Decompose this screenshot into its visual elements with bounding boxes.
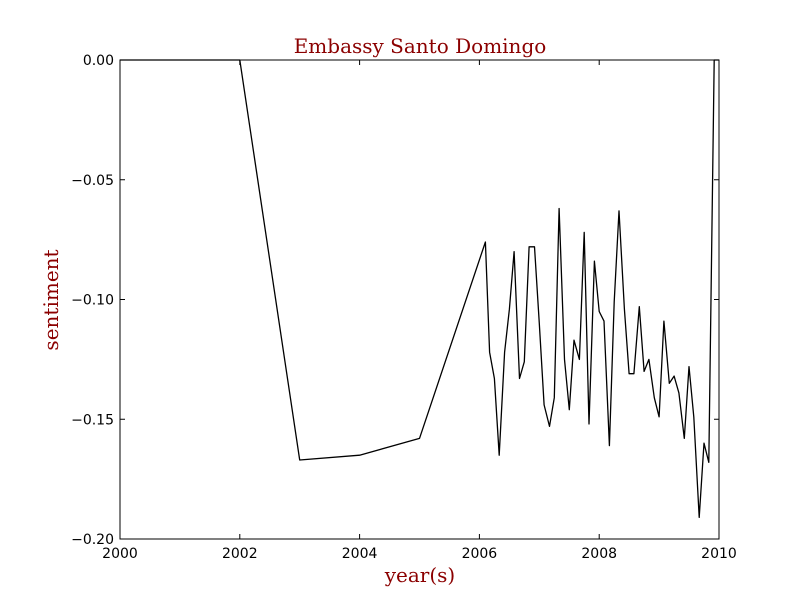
y-tick-label: −0.05 [71, 173, 114, 189]
series-layer [120, 59, 719, 519]
y-tick-label: 0.00 [83, 53, 114, 69]
x-tick-label: 2002 [222, 546, 258, 562]
chart-title: Embassy Santo Domingo [294, 34, 547, 58]
plot-frame [119, 59, 720, 540]
y-tick-label: −0.20 [71, 532, 114, 548]
y-tick-label: −0.10 [71, 293, 114, 309]
x-tick-label: 2008 [581, 546, 617, 562]
y-axis-label: sentiment [39, 249, 63, 350]
x-tick-label: 2010 [701, 546, 737, 562]
y-tick-label: −0.15 [71, 412, 114, 428]
axis-ticks: 2000 2002 2004 2006 2008 2010 0.00 −0.05 −0.10 −0… [71, 53, 737, 562]
x-axis-label: year(s) [384, 563, 456, 587]
x-tick-label: 2004 [342, 546, 378, 562]
x-tick-label: 2006 [462, 546, 498, 562]
series-line [120, 59, 719, 519]
x-tick-label: 2000 [102, 546, 138, 562]
